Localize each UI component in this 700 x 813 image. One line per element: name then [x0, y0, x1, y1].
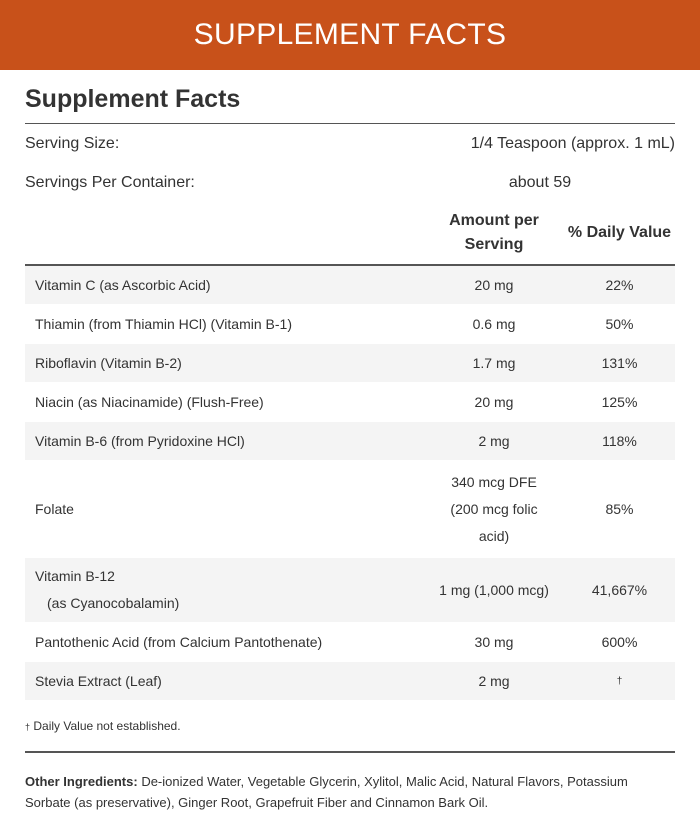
- serving-size-value: 1/4 Teaspoon (approx. 1 mL): [470, 134, 675, 152]
- nutrient-name: Vitamin B-6 (from Pyridoxine HCl): [35, 432, 245, 449]
- table-row: Pantothenic Acid (from Calcium Pantothen…: [25, 623, 675, 662]
- serving-size-row: Serving Size: 1/4 Teaspoon (approx. 1 mL…: [25, 124, 675, 163]
- footnote-dagger: †: [25, 722, 31, 732]
- header-amount-line2: Serving: [464, 236, 524, 253]
- nutrient-name: Stevia Extract (Leaf): [35, 672, 162, 689]
- nutrient-daily-value: 22%: [605, 276, 634, 293]
- nutrient-daily-value: 50%: [605, 315, 634, 332]
- other-ingredients-text: De-ionized Water, Vegetable Glycerin, Xy…: [25, 774, 628, 810]
- servings-per-container-label: Servings Per Container:: [25, 173, 195, 191]
- nutrient-name: Pantothenic Acid (from Calcium Pantothen…: [35, 633, 323, 650]
- other-ingredients: Other Ingredients: De-ionized Water, Veg…: [25, 753, 675, 813]
- nutrient-amount: 340 mcg DFE (200 mcg folic acid): [424, 469, 564, 550]
- nutrient-amount: 20 mg: [474, 393, 514, 410]
- nutrient-daily-value: 125%: [601, 393, 638, 410]
- footnote-text: Daily Value not established.: [33, 719, 181, 733]
- nutrient-daily-value: †: [616, 675, 623, 687]
- nutrient-name: Niacin (as Niacinamide) (Flush-Free): [35, 393, 264, 410]
- nutrient-table: Vitamin C (as Ascorbic Acid) 20 mg 22% T…: [25, 266, 675, 701]
- nutrient-daily-value: 131%: [601, 354, 638, 371]
- nutrient-name: Riboflavin (Vitamin B-2): [35, 354, 182, 371]
- nutrient-daily-value: 85%: [605, 500, 634, 517]
- nutrient-daily-value: 600%: [601, 633, 638, 650]
- header-amount-per-serving: Amount per Serving: [424, 209, 564, 257]
- table-header: Amount per Serving % Daily Value: [25, 202, 675, 266]
- nutrient-amount: 2 mg: [478, 672, 510, 689]
- nutrient-amount: 30 mg: [474, 633, 514, 650]
- table-row: Vitamin B-6 (from Pyridoxine HCl) 2 mg 1…: [25, 422, 675, 461]
- nutrient-amount: 1.7 mg: [472, 354, 516, 371]
- nutrient-amount-line1: 340 mcg DFE: [451, 473, 537, 490]
- nutrient-amount-line2: (200 mcg folic: [450, 500, 538, 517]
- other-ingredients-label: Other Ingredients:: [25, 774, 138, 789]
- nutrient-name: Vitamin B-12 (as Cyanocobalamin): [25, 563, 424, 617]
- table-row: Niacin (as Niacinamide) (Flush-Free) 20 …: [25, 383, 675, 422]
- nutrient-name-line2: (as Cyanocobalamin): [47, 595, 180, 611]
- nutrient-name: Vitamin C (as Ascorbic Acid): [35, 276, 211, 293]
- nutrient-name: Thiamin (from Thiamin HCl) (Vitamin B-1): [35, 315, 292, 332]
- table-row: Folate 340 mcg DFE (200 mcg folic acid) …: [25, 461, 675, 558]
- table-row: Vitamin C (as Ascorbic Acid) 20 mg 22%: [25, 266, 675, 305]
- header-amount-line1: Amount per: [449, 212, 539, 229]
- nutrient-name-line1: Vitamin B-12: [35, 568, 115, 584]
- footnote: † Daily Value not established.: [25, 701, 675, 753]
- nutrient-amount-line3: acid): [478, 527, 510, 544]
- nutrient-name: Folate: [35, 500, 74, 517]
- panel-title: Supplement Facts: [25, 70, 675, 124]
- nutrient-daily-value: 41,667%: [591, 581, 648, 598]
- supplement-facts-banner: SUPPLEMENT FACTS: [0, 0, 700, 70]
- table-row: Riboflavin (Vitamin B-2) 1.7 mg 131%: [25, 344, 675, 383]
- table-row: Thiamin (from Thiamin HCl) (Vitamin B-1)…: [25, 305, 675, 344]
- banner-title: SUPPLEMENT FACTS: [193, 18, 507, 51]
- nutrient-amount: 20 mg: [474, 276, 514, 293]
- header-daily-value: % Daily Value: [567, 224, 672, 241]
- servings-per-container-value: about 59: [508, 173, 572, 191]
- nutrient-amount: 0.6 mg: [472, 315, 516, 332]
- table-row: Vitamin B-12 (as Cyanocobalamin) 1 mg (1…: [25, 558, 675, 623]
- serving-size-label: Serving Size:: [25, 134, 120, 152]
- nutrient-amount: 1 mg (1,000 mcg): [439, 581, 549, 598]
- nutrient-daily-value: 118%: [602, 432, 637, 449]
- nutrient-amount: 2 mg: [478, 432, 510, 449]
- supplement-facts-panel: Supplement Facts Serving Size: 1/4 Teasp…: [0, 70, 700, 813]
- table-row: Stevia Extract (Leaf) 2 mg †: [25, 662, 675, 701]
- servings-per-container-row: Servings Per Container: about 59: [25, 163, 675, 202]
